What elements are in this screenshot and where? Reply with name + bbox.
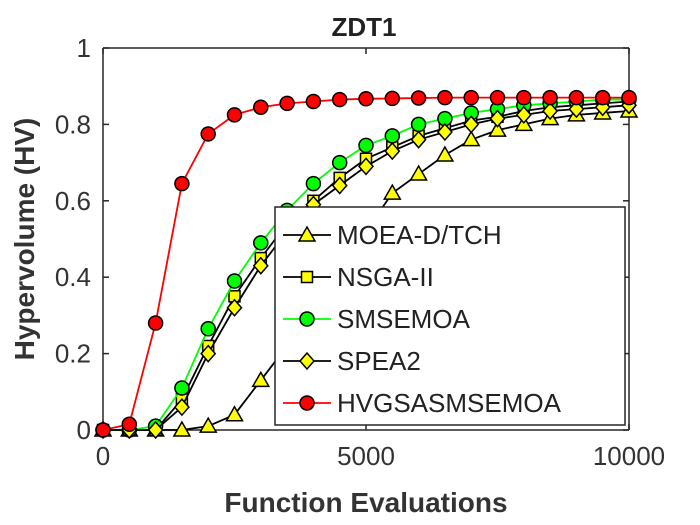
data-point [410, 90, 427, 106]
legend-entry: MOEA-D/TCH [283, 220, 502, 250]
legend-marker [297, 225, 317, 242]
data-point [410, 116, 427, 133]
data-point [461, 130, 481, 147]
data-point [384, 90, 401, 107]
data-point [384, 142, 401, 161]
y-tick-label: 0.2 [55, 339, 91, 369]
legend-marker [299, 311, 315, 327]
legend-label: NSGA-II [337, 262, 434, 292]
series-hvgsasmsemoa [95, 89, 637, 438]
data-point [358, 91, 374, 107]
legend-label: MOEA-D/TCH [337, 220, 502, 250]
data-point [226, 273, 243, 289]
x-axis-label: Function Evaluations [224, 487, 507, 518]
data-point [435, 145, 455, 162]
data-point [305, 93, 322, 110]
data-point [515, 105, 532, 124]
legend-label: HVGSASMSEMOA [337, 388, 562, 418]
data-point [383, 183, 402, 200]
legend-marker [299, 395, 315, 411]
data-point [358, 137, 374, 154]
x-tick-label: 0 [96, 441, 110, 471]
y-tick-label: 1 [77, 33, 91, 63]
y-tick-label: 0.4 [55, 262, 91, 292]
series-layer [93, 89, 639, 440]
data-point [409, 164, 428, 181]
data-point [621, 89, 637, 106]
data-point [436, 122, 453, 142]
legend-box [274, 206, 626, 426]
data-point [121, 416, 138, 433]
legend-marker [300, 270, 314, 284]
data-point [174, 175, 190, 192]
legend-entry: SMSEMOA [283, 304, 471, 334]
data-point [305, 175, 322, 192]
axis-ticks: 0 5000 10000 0 0.2 0.4 0.6 0.8 1 [55, 33, 665, 471]
data-point [331, 154, 348, 171]
data-point [200, 344, 217, 363]
data-point [568, 99, 585, 119]
legend-label: SPEA2 [337, 346, 421, 376]
y-tick-label: 0 [77, 415, 91, 445]
data-point [489, 109, 506, 128]
data-point [253, 99, 269, 115]
data-point [384, 128, 401, 144]
data-point [147, 315, 164, 331]
data-point [594, 89, 611, 106]
data-point [174, 380, 190, 396]
y-tick-label: 0.6 [55, 186, 91, 216]
data-point [226, 107, 243, 123]
data-point [488, 120, 507, 137]
data-point [437, 89, 453, 106]
legend-entry: SPEA2 [283, 346, 421, 376]
data-point [463, 89, 479, 106]
data-point [252, 256, 269, 275]
chart-title: ZDT1 [332, 12, 397, 42]
data-point [279, 95, 295, 112]
legend: MOEA-D/TCH NSGA-II SMSEMOA SPEA2 HVGSASMSEMO… [274, 206, 626, 426]
data-point [226, 298, 243, 317]
series-spea2 [95, 96, 637, 440]
data-point [331, 176, 348, 195]
data-point [172, 420, 192, 437]
data-point [410, 130, 427, 149]
y-axis-label: Hypervolume (HV) [9, 118, 40, 361]
data-point [489, 89, 506, 106]
x-tick-label: 5000 [337, 441, 395, 471]
data-point [147, 420, 164, 440]
legend-entry: HVGSASMSEMOA [283, 388, 562, 418]
data-point [542, 101, 559, 121]
legend-label: SMSEMOA [337, 304, 471, 334]
data-point [95, 422, 111, 438]
data-point [225, 405, 244, 422]
data-point [516, 89, 532, 106]
data-point [173, 397, 190, 417]
data-point [253, 235, 269, 251]
y-tick-label: 0.8 [55, 109, 91, 139]
legend-marker [299, 351, 315, 371]
x-tick-label: 10000 [593, 441, 665, 471]
data-point [200, 126, 216, 142]
data-point [331, 91, 348, 108]
legend-entry: NSGA-II [283, 262, 434, 292]
data-point [358, 157, 374, 176]
data-point [200, 321, 216, 337]
data-point [251, 370, 271, 388]
data-point [463, 115, 480, 134]
data-point [542, 89, 558, 106]
data-point [568, 89, 585, 106]
data-point [198, 416, 218, 433]
